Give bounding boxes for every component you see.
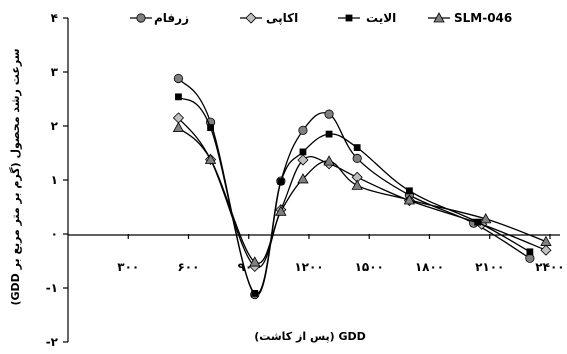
- y-tick-label: -۱: [46, 281, 58, 295]
- data-point: [207, 124, 214, 132]
- data-point: [297, 173, 309, 184]
- x-tick-label: ۲۱۰۰: [475, 260, 504, 274]
- y-tick-label: ۳: [51, 65, 59, 79]
- data-point: [525, 253, 535, 263]
- legend-label: SLM-046: [454, 11, 512, 25]
- data-point: [474, 218, 482, 226]
- data-point: [204, 153, 217, 164]
- series-1: [172, 112, 552, 272]
- data-point: [298, 125, 308, 135]
- series-line: [177, 127, 547, 264]
- data-point: [172, 121, 185, 133]
- data-point: [175, 93, 182, 101]
- legend-item: الایت: [338, 11, 396, 25]
- data-point: [403, 194, 416, 205]
- data-point: [540, 244, 552, 256]
- data-point: [324, 109, 334, 119]
- data-point: [353, 144, 361, 152]
- x-tick-label: ۲۴۰۰: [535, 260, 564, 274]
- series-layer: [172, 73, 552, 300]
- y-axis-title: سرعت رشد محصول (گرم بر متر مربع بر GDD): [9, 48, 22, 305]
- legend-label: زرفام: [154, 11, 189, 26]
- x-tick-label: ۶۰۰: [177, 260, 199, 274]
- series-3: [172, 121, 552, 267]
- legend: زرفام اکاپی الایت SLM-046: [130, 11, 512, 26]
- data-point: [297, 154, 309, 166]
- y-tick-label: ۴: [51, 11, 58, 25]
- data-point: [352, 153, 362, 163]
- data-point: [275, 205, 287, 216]
- data-point: [173, 73, 184, 84]
- data-point: [299, 148, 307, 156]
- legend-marker: [245, 12, 257, 24]
- data-point: [351, 179, 363, 190]
- x-tick-label: ۱۵۰۰: [355, 260, 384, 274]
- data-point: [251, 289, 259, 297]
- x-axis-title: GDD (پس از کاشت): [254, 330, 366, 343]
- data-point: [526, 248, 534, 256]
- x-tick-label: ۳۰۰: [117, 260, 139, 274]
- legend-marker: [136, 13, 146, 23]
- x-tick-label: ۱۲۰۰: [294, 260, 323, 274]
- legend-label: الایت: [366, 11, 396, 25]
- legend-item: اکاپی: [240, 11, 298, 25]
- data-point: [540, 235, 552, 246]
- y-tick-label: ۲: [51, 119, 59, 133]
- data-point: [249, 256, 261, 267]
- y-tick-label: ۰: [51, 227, 58, 241]
- data-point: [405, 187, 413, 195]
- data-point: [277, 178, 285, 186]
- series-2: [175, 93, 534, 297]
- data-point: [480, 213, 492, 224]
- legend-item: زرفام: [130, 11, 189, 26]
- x-ticks: ۳۰۰ ۶۰۰ ۹۰۰ ۱۲۰۰ ۱۵۰۰ ۱۸۰۰ ۲۱۰۰ ۲۴۰۰: [117, 234, 565, 274]
- y-tick-label: ۱: [51, 173, 58, 187]
- y-tick-label: -۲: [46, 335, 59, 349]
- legend-label: اکاپی: [266, 11, 298, 25]
- series-line: [177, 117, 547, 269]
- x-tick-label: ۱۸۰۰: [415, 260, 444, 274]
- legend-marker: [433, 12, 445, 23]
- y-ticks: ۴ ۳ ۲ ۱ ۰ -۱ -۲: [46, 11, 68, 349]
- data-point: [323, 155, 335, 166]
- data-point: [325, 130, 333, 138]
- legend-item: SLM-046: [428, 11, 512, 25]
- legend-marker: [345, 14, 353, 22]
